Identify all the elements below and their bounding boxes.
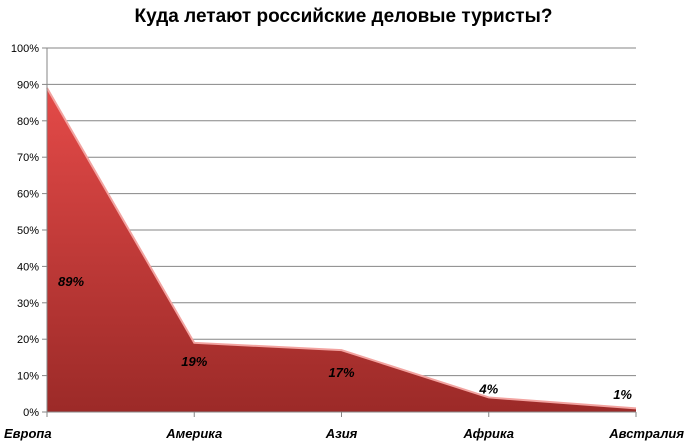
y-tick-label: 70% <box>17 152 39 164</box>
y-tick-label: 80% <box>17 116 39 128</box>
area-fill <box>47 88 636 412</box>
y-tick-label: 100% <box>11 43 39 55</box>
data-label: 89% <box>58 274 84 289</box>
x-category-label: Африка <box>463 426 514 441</box>
x-category-label: Австралия <box>608 426 684 441</box>
x-category-label: Америка <box>165 426 222 441</box>
area-series <box>46 87 637 412</box>
axes <box>42 47 637 417</box>
x-category-label: Азия <box>325 426 358 441</box>
y-tick-label: 10% <box>17 371 39 383</box>
y-tick-label: 50% <box>17 225 39 237</box>
y-tick-label: 20% <box>17 334 39 346</box>
x-category-label: Европа <box>4 426 52 441</box>
labels: 0% 10% 20% 30% 40% 50% 60% 70% 80% 90% 100% Европа А… <box>4 43 684 441</box>
y-tick-label: 40% <box>17 261 39 273</box>
y-tick-label: 60% <box>17 189 39 201</box>
area-top-edge <box>46 87 637 410</box>
data-label: 4% <box>478 381 498 396</box>
data-label: 1% <box>613 387 632 402</box>
y-tick-label: 30% <box>17 298 39 310</box>
data-label: 17% <box>328 365 354 380</box>
chart-title: Куда летают российские деловые туристы? <box>134 6 553 27</box>
data-label: 19% <box>181 354 207 369</box>
y-tick-label: 0% <box>23 407 39 419</box>
y-tick-label: 90% <box>17 79 39 91</box>
